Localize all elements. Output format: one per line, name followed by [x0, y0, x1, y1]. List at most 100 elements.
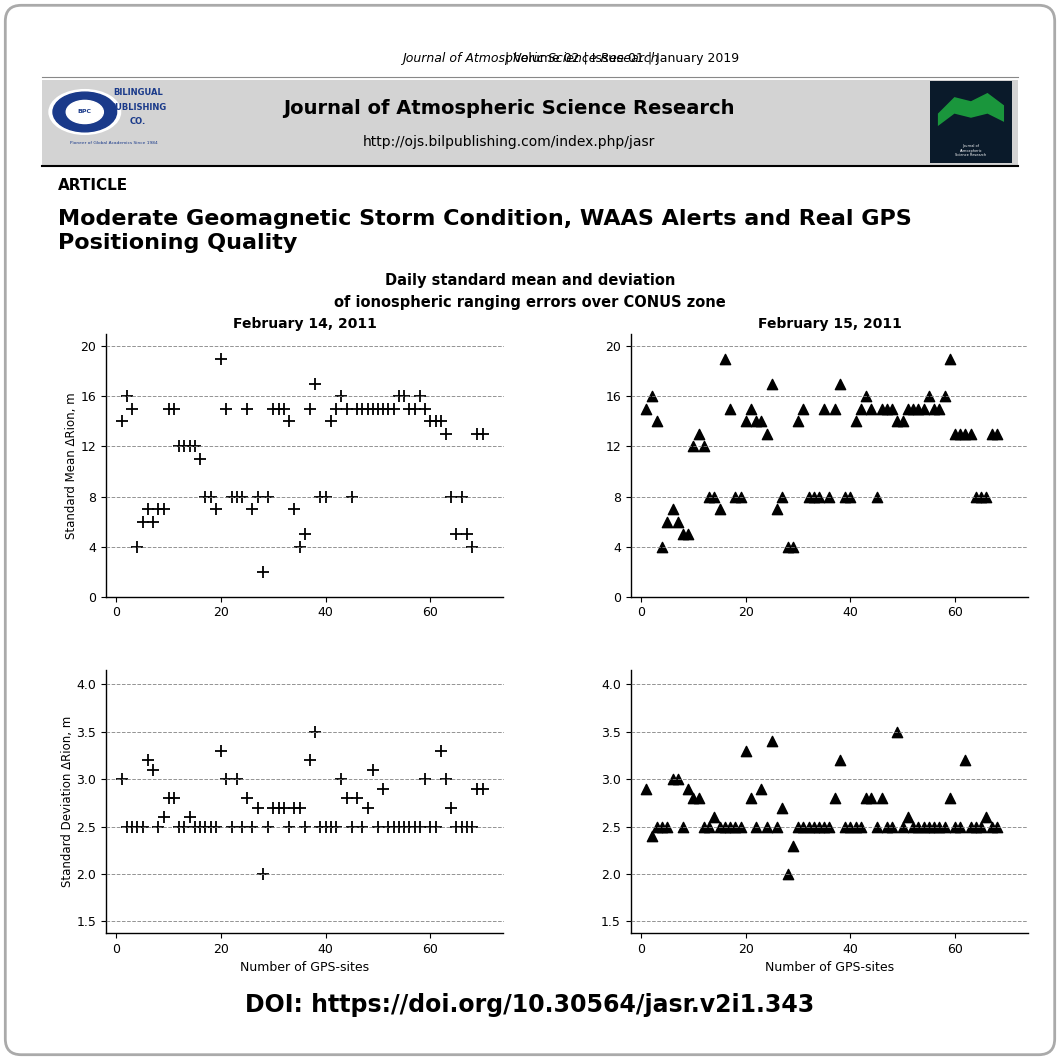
Point: [904, 401, 921, 418]
Point: [312, 818, 329, 835]
Point: [659, 818, 676, 835]
Point: [301, 752, 318, 768]
Point: [806, 818, 823, 835]
Point: [900, 809, 917, 826]
Text: CO.: CO.: [129, 118, 146, 126]
Text: ARTICLE: ARTICLE: [58, 178, 128, 193]
Point: [669, 513, 686, 530]
Point: [417, 771, 434, 788]
Point: [722, 818, 739, 835]
Point: [395, 818, 412, 835]
Point: [947, 425, 964, 442]
Point: [208, 818, 225, 835]
Point: [276, 799, 293, 816]
Point: [753, 780, 770, 797]
Text: http://ojs.bilpublishing.com/index.php/jasr: http://ojs.bilpublishing.com/index.php/j…: [363, 135, 655, 149]
Point: [826, 790, 843, 807]
Point: [349, 790, 366, 807]
Point: [895, 413, 912, 430]
Point: [879, 818, 896, 835]
Point: [790, 818, 807, 835]
Point: [747, 413, 764, 430]
Point: [427, 818, 444, 835]
X-axis label: Number of GPS-sites: Number of GPS-sites: [241, 961, 369, 974]
Circle shape: [66, 101, 103, 124]
Polygon shape: [938, 93, 1004, 126]
Point: [643, 828, 660, 845]
Point: [322, 818, 339, 835]
Point: [941, 351, 958, 368]
Point: [458, 818, 475, 835]
Point: [784, 837, 801, 854]
Point: [836, 818, 853, 835]
Point: [474, 425, 491, 442]
Point: [758, 818, 775, 835]
Point: [124, 818, 141, 835]
Point: [359, 401, 376, 418]
Point: [228, 771, 245, 788]
Text: | Volume 02 | Issue 01 | January 2019: | Volume 02 | Issue 01 | January 2019: [321, 52, 739, 65]
Point: [925, 401, 942, 418]
Point: [160, 790, 177, 807]
Point: [831, 752, 848, 768]
Point: [915, 401, 932, 418]
Point: [427, 413, 444, 430]
Point: [390, 388, 407, 405]
Point: [306, 723, 323, 740]
Point: [717, 818, 734, 835]
Point: [742, 790, 759, 807]
Point: [317, 818, 334, 835]
Point: [181, 809, 198, 826]
Point: [328, 818, 345, 835]
Point: [213, 351, 230, 368]
Point: [836, 488, 853, 505]
Point: [260, 818, 277, 835]
Point: [779, 538, 796, 555]
Point: [973, 488, 990, 505]
Point: [155, 500, 172, 517]
Point: [135, 818, 152, 835]
Point: [973, 818, 990, 835]
Text: BILINGUAL: BILINGUAL: [113, 88, 162, 98]
Point: [238, 401, 255, 418]
Point: [233, 818, 250, 835]
Point: [406, 401, 423, 418]
Text: Pioneer of Global Academics Since 1984: Pioneer of Global Academics Since 1984: [70, 141, 158, 145]
Point: [763, 375, 780, 392]
Point: [863, 401, 880, 418]
Point: [747, 818, 764, 835]
Point: [160, 401, 177, 418]
Point: [962, 818, 979, 835]
Point: [717, 351, 734, 368]
Point: [983, 425, 1000, 442]
Point: [322, 413, 339, 430]
Point: [685, 438, 702, 455]
Point: [779, 866, 796, 883]
Point: [379, 818, 396, 835]
Point: [768, 818, 785, 835]
Point: [113, 771, 130, 788]
Point: [422, 818, 439, 835]
Point: [333, 771, 350, 788]
FancyBboxPatch shape: [5, 5, 1055, 1055]
Point: [936, 818, 953, 835]
Text: BPC: BPC: [77, 109, 92, 114]
Point: [411, 818, 428, 835]
Point: [443, 799, 460, 816]
Point: [124, 401, 141, 418]
Point: [144, 761, 161, 778]
Point: [129, 818, 146, 835]
Point: [365, 401, 382, 418]
Point: [469, 780, 485, 797]
Point: [753, 413, 770, 430]
Circle shape: [53, 92, 117, 131]
Point: [233, 488, 250, 505]
Point: [727, 488, 744, 505]
Point: [432, 742, 449, 759]
Point: [176, 438, 193, 455]
Point: [181, 438, 198, 455]
Point: [370, 401, 387, 418]
Text: Moderate Geomagnetic Storm Condition, WAAS Alerts and Real GPS
Positioning Quali: Moderate Geomagnetic Storm Condition, WA…: [58, 209, 912, 253]
Point: [690, 790, 707, 807]
Text: Daily standard mean and deviation
of ionospheric ranging errors over CONUS zone: Daily standard mean and deviation of ion…: [334, 273, 726, 310]
